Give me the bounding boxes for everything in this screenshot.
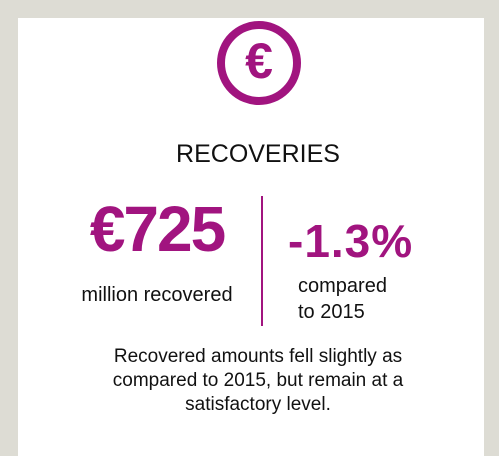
change-label: compared to 2015	[298, 273, 387, 325]
divider	[261, 196, 263, 326]
description-line: Recovered amounts fell slightly as	[113, 346, 403, 367]
stat-label: million recovered	[81, 284, 233, 306]
change-value: -1.3%	[288, 215, 414, 267]
euro-icon: €	[217, 21, 301, 105]
icon-symbol: €	[245, 33, 273, 89]
icon-ring	[217, 21, 301, 105]
description-line: compared to 2015, but remain at a	[112, 370, 404, 391]
change-label-line: to 2015	[298, 301, 365, 323]
stat-value: €725	[89, 193, 226, 265]
title: RECOVERIES	[176, 140, 340, 168]
description: Recovered amounts fell slightly as compa…	[0, 345, 499, 417]
description-line: satisfactory level.	[185, 394, 331, 415]
change-label-line: compared	[298, 275, 387, 297]
